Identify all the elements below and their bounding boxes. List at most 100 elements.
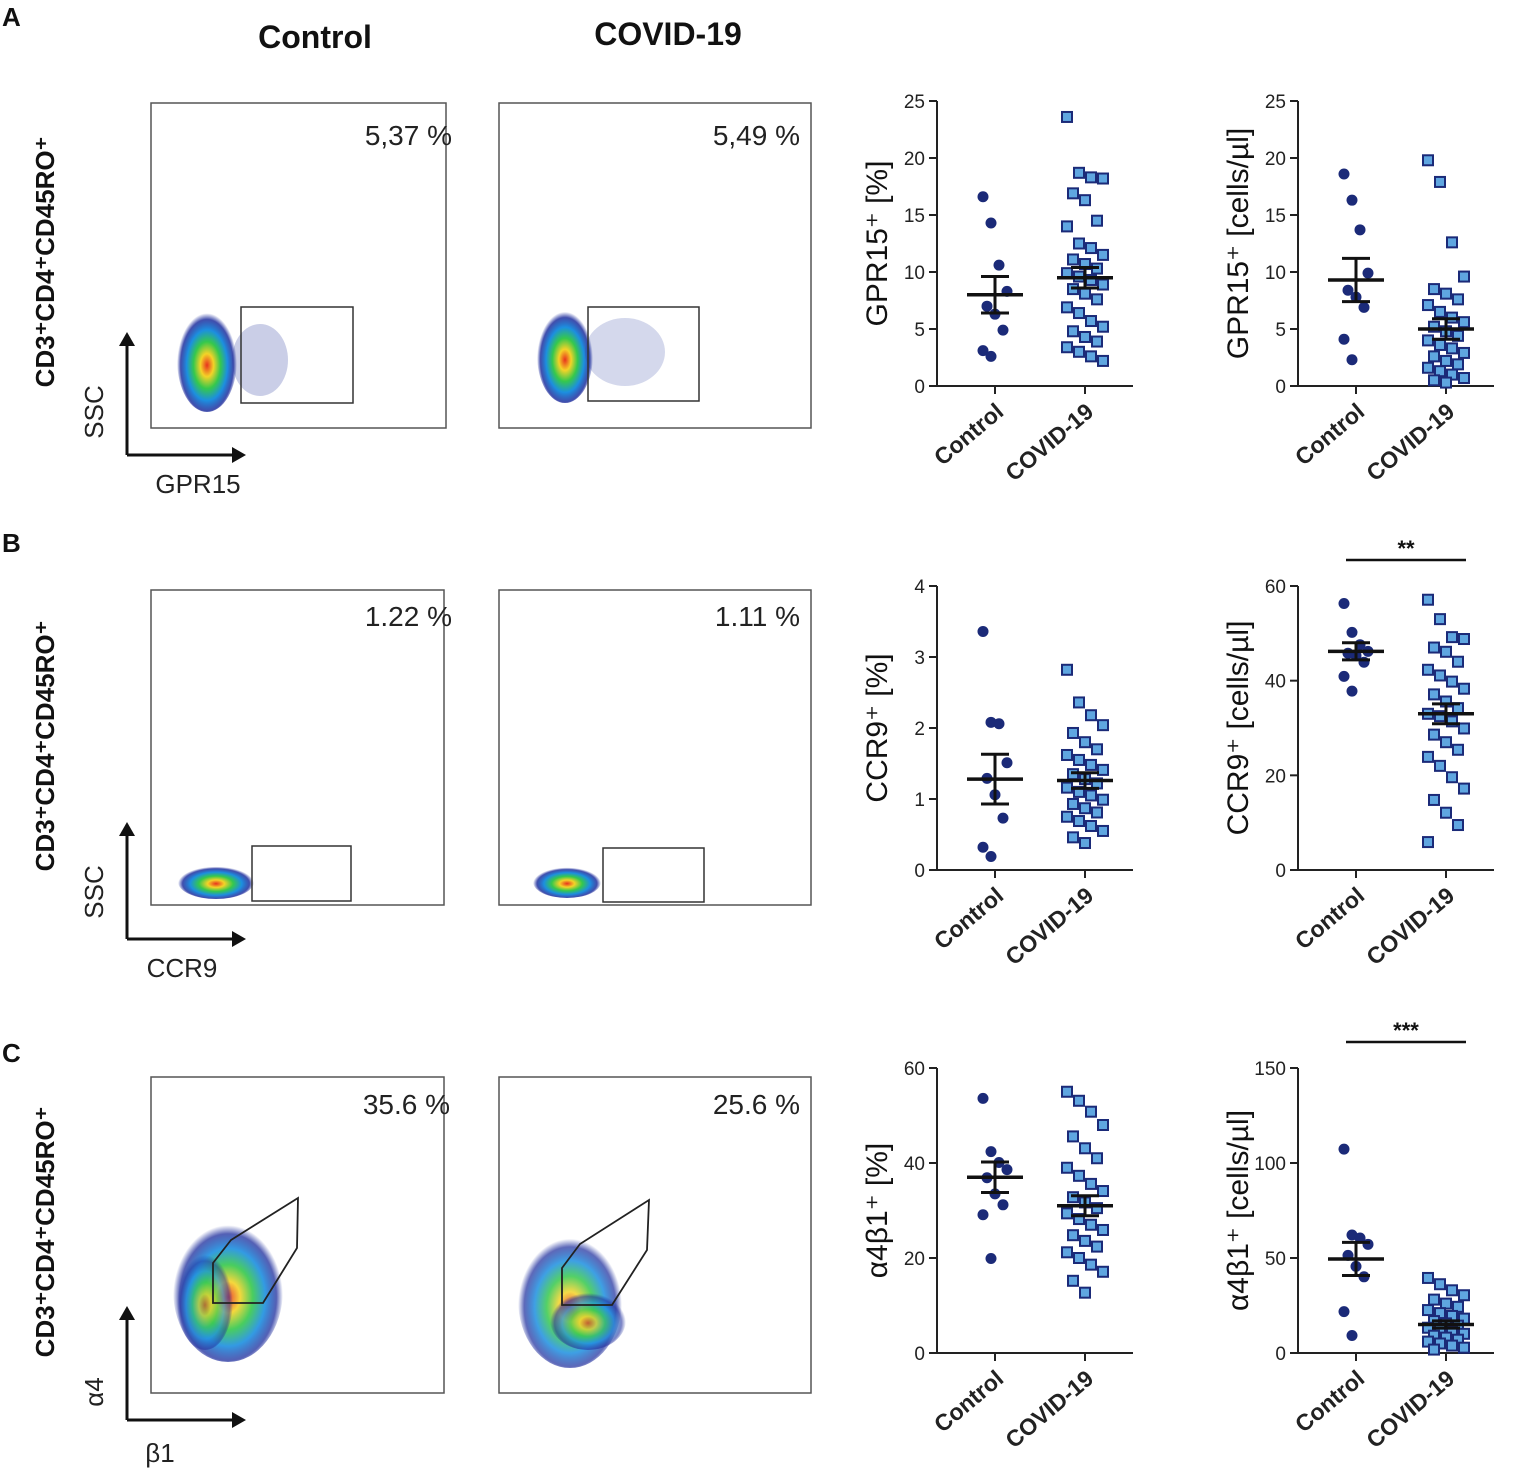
flow-percent: 1.22 % — [365, 601, 452, 632]
data-point-covid — [1085, 789, 1097, 802]
data-point-covid — [1434, 759, 1446, 772]
y-tick-label: 20 — [1265, 149, 1286, 170]
data-point-covid — [1091, 743, 1103, 756]
y-tick-label: 2 — [914, 719, 925, 740]
x-tick-label: COVID-19 — [1361, 1365, 1459, 1453]
data-point-control — [977, 625, 989, 637]
data-point-control — [993, 718, 1005, 730]
flow-percent: 25.6 % — [713, 1089, 800, 1120]
data-point-covid — [1061, 781, 1073, 794]
data-point-covid — [1091, 806, 1103, 819]
y-tick-label: 20 — [1265, 766, 1286, 787]
y-tick-label: 150 — [1254, 1059, 1286, 1080]
flow-plot-a-control: 5,37 % — [150, 102, 452, 429]
data-point-covid — [1458, 1289, 1470, 1302]
data-point-control — [1346, 354, 1358, 366]
data-point-covid — [1061, 110, 1073, 123]
flow-plot-b-covid: 1.11 % — [498, 589, 812, 906]
data-point-covid — [1422, 593, 1434, 606]
y-tick-label: 0 — [914, 1344, 925, 1365]
population-label-a: CD3⁺CD4⁺CD45RO⁺ — [30, 137, 60, 388]
data-point-covid — [1452, 743, 1464, 756]
data-point-covid — [1097, 719, 1109, 732]
y-tick-label: 0 — [1275, 1344, 1286, 1365]
data-point-covid — [1079, 837, 1091, 850]
y-tick-label: 5 — [914, 320, 925, 341]
data-point-covid — [1061, 1207, 1073, 1220]
data-point-covid — [1434, 613, 1446, 626]
x-marker: GPR15 — [155, 469, 240, 499]
column-header-control: Control — [258, 19, 372, 55]
data-point-covid — [1079, 1234, 1091, 1247]
data-point-control — [981, 300, 993, 312]
data-point-control — [1358, 301, 1370, 313]
population-label-c: CD3⁺CD4⁺CD45RO⁺ — [30, 1107, 60, 1358]
y-tick-label: 10 — [1265, 263, 1286, 284]
axis-arrows-c: α4 β1 — [79, 1306, 246, 1468]
data-point-covid — [1434, 175, 1446, 188]
data-point-covid — [1097, 354, 1109, 367]
data-point-covid — [1085, 1218, 1097, 1231]
gate — [561, 1198, 650, 1306]
data-point-control — [997, 324, 1009, 336]
data-point-control — [1342, 284, 1354, 296]
data-point-control — [985, 851, 997, 863]
data-point-covid — [1061, 1246, 1073, 1259]
data-point-covid — [1085, 709, 1097, 722]
data-point-covid — [1079, 1142, 1091, 1155]
data-point-covid — [1061, 1085, 1073, 1098]
data-point-control — [1346, 685, 1358, 697]
flow-plot-c-control: 35.6 % — [150, 1076, 450, 1394]
data-point-control — [1354, 1232, 1366, 1244]
data-point-covid — [1079, 194, 1091, 207]
data-point-covid — [1085, 350, 1097, 363]
data-point-covid — [1452, 819, 1464, 832]
data-point-control — [977, 191, 989, 203]
data-point-covid — [1458, 1341, 1470, 1354]
data-point-covid — [1067, 797, 1079, 810]
data-point-covid — [1440, 287, 1452, 300]
data-point-covid — [1091, 1152, 1103, 1165]
x-tick-label: Control — [1290, 1365, 1369, 1437]
data-point-control — [977, 1092, 989, 1104]
data-point-covid — [1091, 335, 1103, 348]
data-point-covid — [1458, 316, 1470, 329]
y-axis-label: α4β1⁺ [%] — [861, 1143, 894, 1278]
data-point-covid — [1085, 1177, 1097, 1190]
data-point-covid — [1079, 330, 1091, 343]
data-point-covid — [1422, 836, 1434, 849]
data-point-covid — [1067, 1130, 1079, 1143]
data-point-covid — [1085, 242, 1097, 255]
data-point-covid — [1085, 171, 1097, 184]
data-point-control — [1001, 757, 1013, 769]
data-point-covid — [1446, 675, 1458, 688]
y-tick-label: 10 — [904, 263, 925, 284]
data-point-covid — [1067, 253, 1079, 266]
x-tick-label: COVID-19 — [1000, 398, 1098, 486]
data-point-covid — [1061, 1161, 1073, 1174]
gate — [212, 1196, 299, 1304]
data-point-covid — [1434, 338, 1446, 351]
data-point-covid — [1428, 320, 1440, 333]
population-label-b: CD3⁺CD4⁺CD45RO⁺ — [30, 621, 60, 872]
data-point-covid — [1085, 1258, 1097, 1271]
data-point-control — [977, 345, 989, 357]
data-point-covid — [1440, 645, 1452, 658]
y-axis-label: α4β1⁺ [cells/µl] — [1222, 1110, 1255, 1311]
x-marker: β1 — [145, 1438, 174, 1468]
data-point-covid — [1428, 641, 1440, 654]
x-tick-label: COVID-19 — [1361, 398, 1459, 486]
y-marker: SSC — [79, 385, 109, 438]
data-point-covid — [1097, 1223, 1109, 1236]
data-point-control — [1346, 1330, 1358, 1342]
panel-letter-b: B — [2, 528, 21, 558]
gate — [251, 845, 352, 902]
data-point-covid — [1422, 663, 1434, 676]
x-tick-label: Control — [1290, 398, 1369, 470]
data-point-control — [1338, 333, 1350, 345]
y-tick-label: 4 — [914, 577, 925, 598]
data-point-covid — [1073, 345, 1085, 358]
